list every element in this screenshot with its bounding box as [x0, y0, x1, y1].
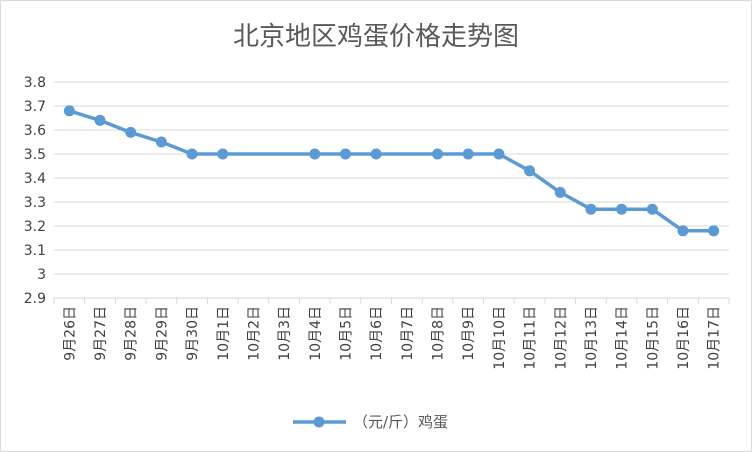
- x-tick-label: 9月29日: [154, 306, 170, 361]
- x-tick-label: 10月1日: [216, 306, 232, 361]
- gridlines: [53, 81, 730, 304]
- x-tick-label: 10月3日: [277, 306, 293, 361]
- y-tick-label: 3: [37, 267, 46, 283]
- y-tick-label: 3.8: [24, 75, 46, 91]
- x-tick-label: 10月12日: [553, 306, 569, 370]
- x-tick-label: 9月28日: [124, 306, 140, 361]
- data-point: [309, 148, 321, 160]
- y-tick-label: 3.3: [24, 195, 46, 211]
- data-point: [616, 203, 628, 215]
- data-point: [708, 225, 720, 237]
- x-tick-label: 10月7日: [400, 306, 416, 361]
- x-tick-label: 10月6日: [369, 306, 385, 361]
- x-tick-label: 10月4日: [308, 306, 324, 361]
- data-point: [186, 148, 198, 160]
- x-tick-label: 10月17日: [707, 306, 723, 370]
- x-tick-label: 10月13日: [584, 306, 600, 370]
- y-tick-label: 3.1: [24, 243, 46, 259]
- data-point: [585, 203, 597, 215]
- x-tick-label: 9月30日: [185, 306, 201, 361]
- data-point: [493, 148, 505, 160]
- data-point: [432, 148, 444, 160]
- series-line: [68, 109, 714, 233]
- data-point: [217, 148, 229, 160]
- data-point: [554, 186, 566, 198]
- x-tick-label: 10月9日: [461, 306, 477, 361]
- data-point: [524, 165, 536, 177]
- data-point: [462, 148, 474, 160]
- data-point: [339, 148, 351, 160]
- y-tick-label: 3.6: [24, 123, 46, 139]
- chart-title: 北京地区鸡蛋价格走势图: [233, 22, 519, 52]
- data-point: [370, 148, 382, 160]
- x-tick-label: 10月14日: [615, 306, 631, 370]
- x-tick-label: 10月16日: [676, 306, 692, 370]
- x-tick-label: 10月11日: [523, 306, 539, 370]
- y-tick-label: 2.9: [24, 291, 46, 307]
- x-tick-label: 10月2日: [246, 306, 262, 361]
- data-point: [94, 114, 106, 126]
- x-tick-label: 10月15日: [645, 306, 661, 370]
- y-tick-label: 3.5: [24, 147, 46, 163]
- y-tick-label: 3.4: [24, 171, 46, 187]
- x-tick-label: 10月8日: [431, 306, 447, 361]
- legend-marker: [313, 416, 325, 428]
- y-axis-ticks: 2.9 3 3.1 3.2 3.3 3.4 3.5 3.6 3.7 3.8: [24, 75, 46, 307]
- x-tick-label: 10月10日: [492, 306, 508, 370]
- y-tick-label: 3.7: [24, 99, 46, 115]
- data-point: [125, 126, 137, 138]
- data-point: [63, 105, 75, 117]
- legend: （元/斤）鸡蛋: [293, 413, 448, 431]
- x-tick-label: 10月5日: [338, 306, 354, 361]
- legend-label: （元/斤）鸡蛋: [353, 413, 448, 431]
- y-tick-label: 3.2: [24, 219, 46, 235]
- x-axis-ticks: 9月26日 9月27日 9月28日 9月29日 9月30日 10月1日 10月2日 10月3日…: [62, 306, 722, 370]
- series-layer: [63, 105, 720, 237]
- data-point: [155, 136, 167, 148]
- data-point: [646, 203, 658, 215]
- data-point: [677, 225, 689, 237]
- x-tick-label: 9月27日: [93, 306, 109, 361]
- x-tick-label: 9月26日: [62, 306, 78, 361]
